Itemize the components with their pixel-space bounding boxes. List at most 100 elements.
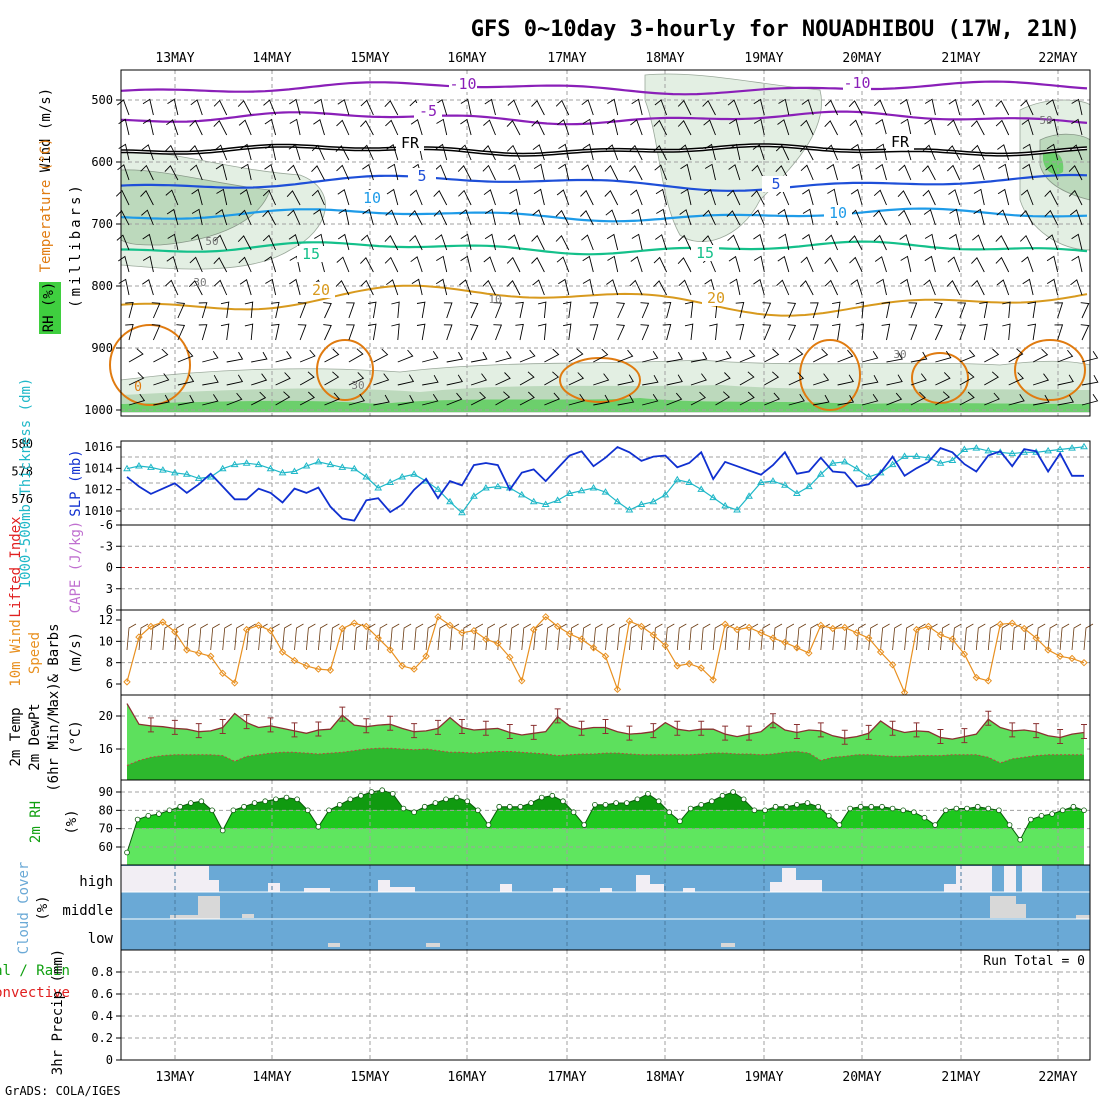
wind-barb — [876, 143, 887, 161]
wind-barb — [729, 278, 741, 296]
temp2m-minmax-bar — [482, 720, 489, 736]
wind-barb — [810, 324, 819, 341]
thickness-point — [123, 464, 131, 472]
wind-barb — [177, 349, 194, 363]
cloud-label-1: Cloud Cover — [16, 862, 32, 955]
wind-barb — [726, 210, 741, 226]
wind-barb — [653, 280, 667, 296]
wind-barb — [873, 189, 887, 206]
wind-barb — [311, 189, 325, 206]
wind10m-barb — [796, 623, 807, 651]
rh2m-tick-label: 60 — [99, 840, 113, 854]
wind-barb — [662, 324, 672, 341]
wind-barb — [362, 163, 374, 181]
bottom-date-label: 19MAY — [744, 1070, 783, 1085]
wind-barb — [153, 373, 170, 386]
wind10m-point — [314, 665, 323, 673]
rh2m-point — [857, 803, 864, 810]
upper-pressure-label: (millibars) — [68, 182, 84, 308]
wind-barb — [436, 255, 448, 273]
rh2m-point — [411, 809, 417, 815]
temp2m-minmax-bar — [746, 725, 753, 741]
wind10m-point — [1008, 619, 1016, 627]
wind-barb — [202, 350, 219, 363]
wind-barb — [995, 100, 1010, 116]
wind-barb — [368, 323, 377, 341]
wind-barb — [558, 278, 570, 296]
rh2m-point — [889, 805, 896, 812]
wind10m-barb — [593, 623, 603, 651]
wind-barb — [727, 99, 741, 116]
thickness-point — [601, 488, 610, 495]
temp-contour-25 — [911, 352, 969, 404]
wind-barb — [177, 374, 195, 386]
wind-barb — [142, 118, 154, 136]
wind-barb — [164, 144, 179, 161]
wind-barb — [849, 119, 863, 136]
wind-barb — [735, 301, 745, 319]
thickness-point — [182, 470, 191, 477]
rh2m-point — [219, 827, 226, 834]
panel-grid — [121, 610, 1090, 695]
wind-barb — [537, 301, 547, 319]
label-background — [691, 245, 719, 261]
thickness-point — [218, 464, 227, 472]
rh2m-point — [1081, 807, 1087, 814]
wind10m-point — [1080, 658, 1088, 667]
wind-barb — [220, 301, 230, 319]
wind-barb — [655, 234, 668, 251]
thickness-point — [135, 462, 143, 469]
wind-barb — [764, 348, 780, 363]
wind-barb — [515, 323, 524, 341]
wind-barb — [875, 163, 887, 181]
wind-barb — [910, 351, 928, 363]
wind10m-barb — [940, 623, 950, 651]
temp2m-minmax-bar — [387, 715, 394, 731]
wind-barb — [360, 257, 374, 273]
wind-barb — [346, 324, 355, 341]
precip-tick-label: 0.6 — [91, 987, 113, 1001]
wind-barb — [422, 351, 439, 363]
wind-barb — [508, 234, 521, 251]
thickness-point — [314, 457, 323, 465]
footer-credit: GrADS: COLA/IGES — [5, 1084, 121, 1098]
wind10m-point — [757, 629, 765, 637]
rh2m-point — [592, 801, 598, 808]
wind-barb — [324, 371, 340, 386]
temp2m-minmax-bar — [435, 719, 442, 735]
wind-barb — [360, 279, 374, 296]
wind-barb — [702, 209, 716, 226]
wind10m-barb — [581, 623, 591, 651]
wind-barb — [604, 164, 619, 181]
temp2m-label-4: (°C) — [68, 720, 84, 754]
wind-barb — [140, 164, 154, 181]
wind-barb — [385, 119, 399, 136]
rh2m-point — [400, 805, 407, 812]
rh2m-point — [177, 803, 184, 810]
wind-barb — [922, 144, 936, 161]
wind-barb — [873, 210, 887, 226]
wind-barb — [176, 302, 186, 319]
wind-barb — [972, 164, 985, 181]
wind-barb — [287, 164, 301, 181]
wind10m-point — [996, 620, 1004, 628]
wind10m-barb — [605, 623, 615, 651]
wind10m-label-3: & Barbs — [46, 623, 62, 682]
wind-barb — [1022, 143, 1034, 161]
wind-barb — [787, 302, 797, 319]
cloud-block — [1016, 904, 1026, 918]
thickness-point — [386, 478, 395, 485]
wind10m-tick-label: 6 — [106, 677, 113, 691]
wind-barb — [753, 98, 765, 116]
wind-barb — [336, 119, 350, 136]
rh-contour-label: 50 — [205, 235, 218, 248]
label-background — [449, 76, 477, 92]
wind-barb — [972, 234, 985, 251]
wind10m-point — [1020, 624, 1028, 633]
wind-barb — [1044, 209, 1059, 226]
wind-barb — [607, 118, 619, 136]
wind-barb — [690, 373, 707, 386]
slp-line — [126, 445, 1084, 522]
thickness-point — [852, 464, 861, 472]
precip-label-1: Total / Rain — [0, 963, 70, 979]
